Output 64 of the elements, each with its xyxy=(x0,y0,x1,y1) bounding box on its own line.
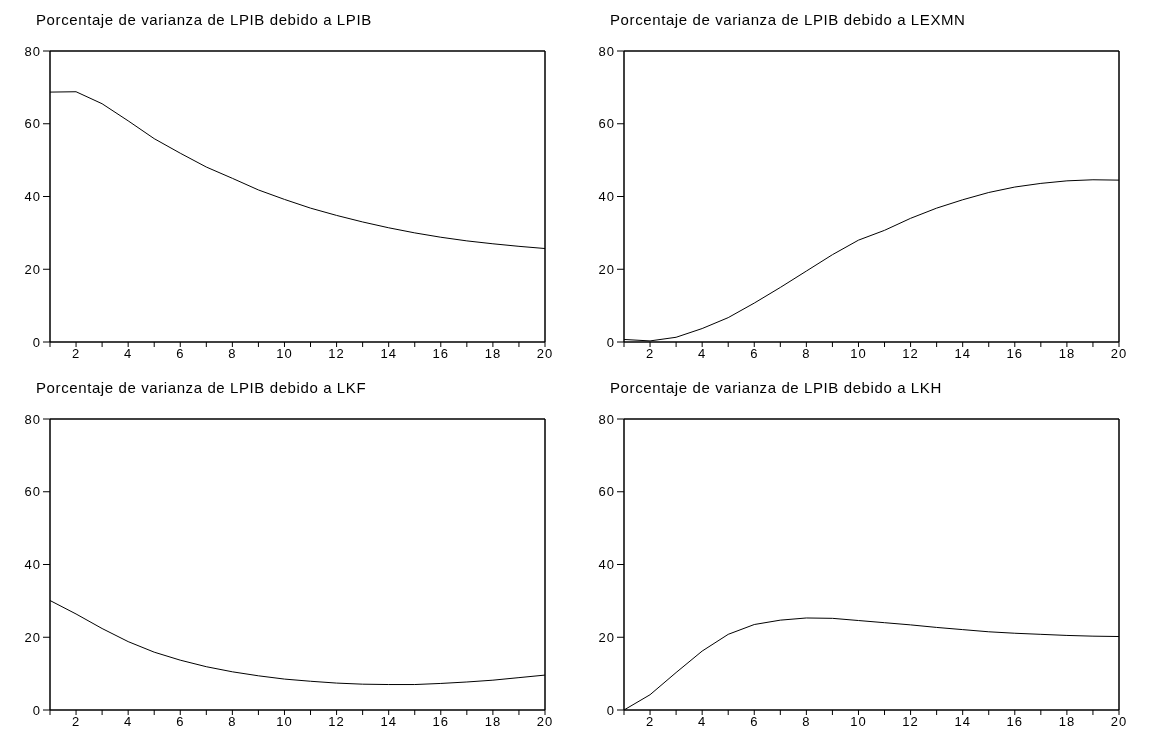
y-tick-label: 60 xyxy=(24,116,41,132)
x-tick-label: 6 xyxy=(176,714,185,730)
x-tick-label: 14 xyxy=(954,346,971,362)
y-tick-label: 80 xyxy=(598,411,615,427)
y-tick-label: 20 xyxy=(598,261,615,277)
x-tick-label: 4 xyxy=(698,346,707,362)
y-tick-label: 40 xyxy=(24,557,41,573)
x-tick-label: 18 xyxy=(484,714,502,730)
y-tick-label: 0 xyxy=(606,702,615,718)
x-tick-label: 4 xyxy=(698,714,707,730)
x-tick-label: 16 xyxy=(1006,346,1024,362)
x-tick-label: 14 xyxy=(380,714,397,730)
x-tick-label: 8 xyxy=(802,346,811,362)
x-tick-label: 18 xyxy=(484,346,502,362)
y-tick-label: 80 xyxy=(24,411,41,427)
x-tick-label: 20 xyxy=(536,346,554,362)
y-tick-label: 60 xyxy=(24,484,41,500)
x-tick-label: 8 xyxy=(802,714,811,730)
chart-title: Porcentaje de varianza de LPIB debido a LKF xyxy=(35,378,368,398)
x-tick-label: 14 xyxy=(954,714,971,730)
x-tick-label: 10 xyxy=(850,714,867,730)
x-tick-label: 6 xyxy=(750,346,759,362)
x-tick-label: 4 xyxy=(124,714,133,730)
x-tick-label: 18 xyxy=(1058,346,1076,362)
x-tick-label: 18 xyxy=(1058,714,1076,730)
y-tick-label: 0 xyxy=(606,334,615,350)
x-tick-label: 8 xyxy=(228,346,237,362)
chart-title: Porcentaje de varianza de LPIB debido a LPIB xyxy=(35,10,373,30)
x-tick-label: 12 xyxy=(902,346,919,362)
y-tick-label: 40 xyxy=(24,189,41,205)
x-tick-label: 10 xyxy=(276,346,293,362)
y-tick-label: 0 xyxy=(32,334,41,350)
x-tick-label: 2 xyxy=(71,714,81,730)
x-tick-label: 6 xyxy=(176,346,185,362)
x-tick-label: 12 xyxy=(902,714,919,730)
y-tick-label: 0 xyxy=(32,702,41,718)
y-tick-label: 60 xyxy=(598,116,615,132)
chart-title: Porcentaje de varianza de LPIB debido a LEXMN xyxy=(609,10,967,30)
y-tick-label: 20 xyxy=(24,629,41,645)
x-tick-label: 4 xyxy=(124,346,133,362)
x-tick-label: 16 xyxy=(1006,714,1024,730)
y-tick-label: 80 xyxy=(24,43,41,59)
x-tick-label: 12 xyxy=(328,346,345,362)
y-tick-label: 40 xyxy=(598,557,615,573)
y-tick-label: 20 xyxy=(598,629,615,645)
y-tick-label: 20 xyxy=(24,261,41,277)
x-tick-label: 20 xyxy=(1110,346,1128,362)
y-tick-label: 60 xyxy=(598,484,615,500)
x-tick-label: 16 xyxy=(432,346,450,362)
x-tick-label: 2 xyxy=(645,346,655,362)
x-tick-label: 16 xyxy=(432,714,450,730)
x-tick-label: 2 xyxy=(645,714,655,730)
x-tick-label: 2 xyxy=(71,346,81,362)
x-tick-label: 6 xyxy=(750,714,759,730)
x-tick-label: 10 xyxy=(850,346,867,362)
x-tick-label: 10 xyxy=(276,714,293,730)
x-tick-label: 12 xyxy=(328,714,345,730)
x-tick-label: 14 xyxy=(380,346,397,362)
y-tick-label: 40 xyxy=(598,189,615,205)
x-tick-label: 8 xyxy=(228,714,237,730)
x-tick-label: 20 xyxy=(536,714,554,730)
x-tick-label: 20 xyxy=(1110,714,1128,730)
y-tick-label: 80 xyxy=(598,43,615,59)
chart-title: Porcentaje de varianza de LPIB debido a LKH xyxy=(609,378,943,398)
